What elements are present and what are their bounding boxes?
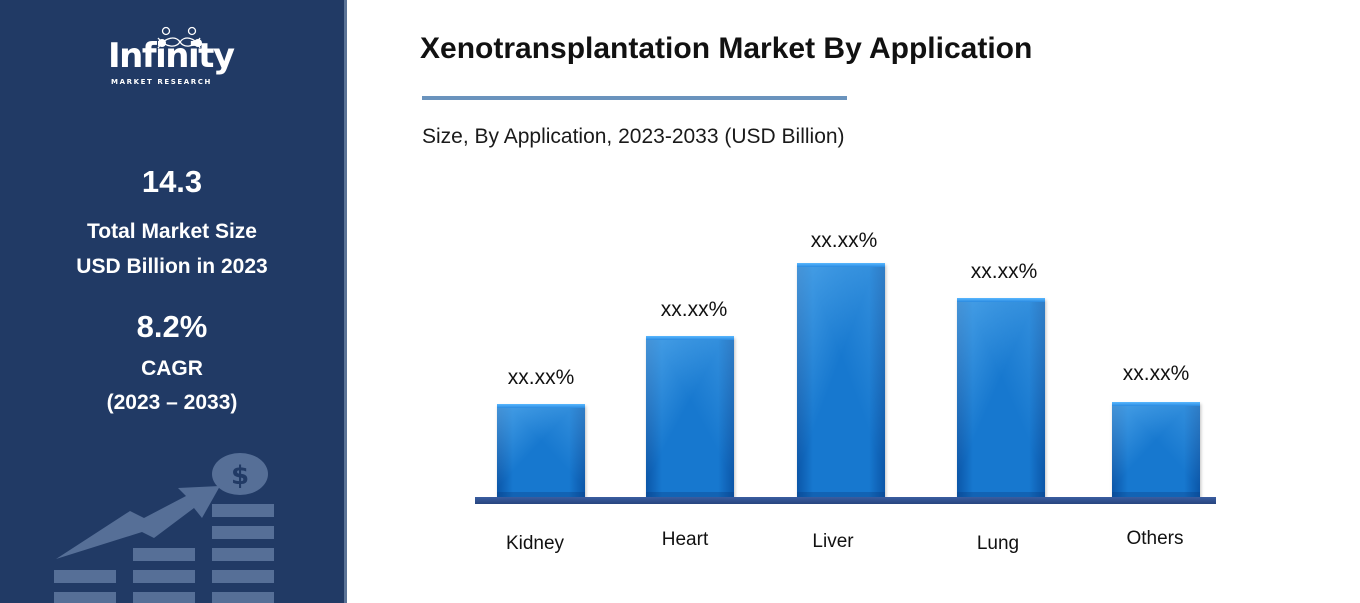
bar-liver (797, 263, 885, 498)
bar-lung (957, 298, 1045, 498)
infinity-logo: Infinity MARKET RESEARCH (108, 26, 248, 92)
growth-chart-dollar-icon: $ (54, 453, 274, 603)
value-label-others: xx.xx% (1122, 362, 1190, 385)
bar-others (1112, 402, 1200, 498)
logo-figures-icon (157, 26, 202, 49)
logo-wordmark: Infinity (108, 36, 235, 76)
value-label-liver: xx.xx% (810, 229, 878, 252)
market-size-label-line2: USD Billion in 2023 (76, 255, 268, 278)
bar-kidney (497, 404, 585, 498)
cagr-value: 8.2% (136, 309, 208, 344)
x-axis-baseline (475, 497, 1216, 504)
category-label-lung: Lung (976, 533, 1020, 554)
category-label-liver: Liver (812, 531, 854, 552)
chart-subtitle: Size, By Application, 2023-2033 (USD Bil… (422, 125, 845, 148)
svg-text:$: $ (231, 461, 249, 491)
market-size-value: 14.3 (141, 164, 203, 199)
title-underline (422, 96, 847, 100)
value-label-kidney: xx.xx% (507, 366, 575, 389)
sidebar-panel: Infinity MARKET RESEARCH 14.3 Total Mark… (0, 0, 347, 603)
category-label-kidney: Kidney (505, 533, 565, 554)
cagr-label: CAGR (141, 357, 203, 380)
bar-heart (646, 336, 734, 498)
category-label-heart: Heart (661, 529, 709, 550)
logo-tagline: MARKET RESEARCH (111, 78, 212, 86)
cagr-period: (2023 – 2033) (106, 391, 238, 414)
market-size-label-line1: Total Market Size (87, 220, 257, 243)
value-label-heart: xx.xx% (660, 298, 728, 321)
chart-title: Xenotransplantation Market By Applicatio… (420, 32, 1033, 65)
category-label-others: Others (1126, 528, 1184, 549)
value-label-lung: xx.xx% (970, 260, 1038, 283)
